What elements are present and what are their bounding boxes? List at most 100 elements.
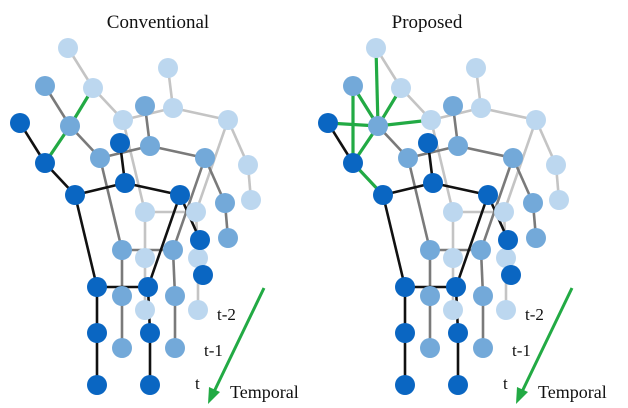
joint-shoulder-t-minus-1: [90, 148, 110, 168]
bone-edge-t-minus-2: [121, 119, 147, 213]
joint-head-t-minus-1: [443, 96, 463, 116]
joint-elbow-t: [343, 153, 363, 173]
joint-elbow-t-minus-1: [60, 116, 80, 136]
joint-rhand-t-minus-1: [218, 228, 238, 248]
temporal-arrow: [516, 287, 574, 404]
joint-lknee-t-minus-1: [112, 286, 132, 306]
time-label-2: t: [503, 374, 508, 393]
joint-rshoulder-t-minus-2: [218, 110, 238, 130]
joint-hand-t-minus-2: [366, 38, 386, 58]
joint-shoulder-t: [65, 185, 85, 205]
panel-title-conventional: Conventional: [107, 12, 209, 33]
joint-hand-t: [318, 113, 338, 133]
panel-title-proposed: Proposed: [392, 12, 463, 33]
joint-lhip-t-minus-2: [135, 202, 155, 222]
temporal-arrow: [208, 287, 266, 404]
joint-head-t-minus-2: [466, 58, 486, 78]
temporal-arrow-head: [516, 387, 528, 404]
joint-rfoot-t-minus-2: [496, 300, 516, 320]
bone-edge-t-minus-1: [406, 157, 432, 251]
panel-conventional: t-2 t-1t Temporal: [10, 38, 299, 404]
joint-relbow-t-minus-1: [215, 193, 235, 213]
joint-rknee-t-minus-2: [188, 248, 208, 268]
joint-rhand-t: [193, 265, 213, 285]
bone-edge-t-minus-2: [429, 119, 455, 213]
panel-proposed: t-2 t-1t Temporal: [318, 38, 607, 404]
joint-rknee-t-minus-1: [165, 286, 185, 306]
joint-rshoulder-t: [478, 185, 498, 205]
joint-relbow-t-minus-2: [546, 155, 566, 175]
time-label-0: t-2: [525, 305, 544, 324]
joint-neck-t: [423, 173, 443, 193]
joint-rshoulder-t: [170, 185, 190, 205]
bone-edge-t-minus-1: [479, 157, 515, 251]
joint-lknee-t-minus-2: [135, 248, 155, 268]
time-label-1: t-1: [512, 341, 531, 360]
joint-rfoot-t-minus-1: [165, 338, 185, 358]
joint-rhip-t: [138, 277, 158, 297]
time-label-2: t: [195, 374, 200, 393]
joint-neck-t-minus-2: [471, 98, 491, 118]
joint-lknee-t-minus-2: [443, 248, 463, 268]
joint-rknee-t: [140, 323, 160, 343]
bone-edge-t: [146, 194, 182, 288]
joint-relbow-t-minus-2: [238, 155, 258, 175]
joint-rknee-t: [448, 323, 468, 343]
joint-rknee-t-minus-1: [473, 286, 493, 306]
edge-layer: [18, 47, 253, 385]
joint-head-t-minus-2: [158, 58, 178, 78]
joint-hand-t-minus-2: [58, 38, 78, 58]
joint-rshoulder-t-minus-2: [526, 110, 546, 130]
joint-rfoot-t: [140, 375, 160, 395]
joint-lknee-t: [87, 323, 107, 343]
joint-rhip-t-minus-2: [494, 202, 514, 222]
joint-shoulder-t-minus-2: [113, 110, 133, 130]
joint-relbow-t: [190, 230, 210, 250]
temporal-arrow-shaft: [517, 287, 574, 399]
joint-rhand-t-minus-2: [241, 190, 261, 210]
joint-elbow-t: [35, 153, 55, 173]
joint-lfoot-t: [395, 375, 415, 395]
joint-hand-t: [10, 113, 30, 133]
joint-lhip-t: [395, 277, 415, 297]
joint-elbow-t-minus-2: [391, 78, 411, 98]
joint-layer: [10, 38, 261, 395]
joint-lfoot-t: [87, 375, 107, 395]
joint-lhip-t: [87, 277, 107, 297]
joint-rhip-t-minus-1: [163, 240, 183, 260]
temporal-label: Temporal: [230, 382, 299, 402]
bone-edge-t-minus-1: [98, 157, 124, 251]
joint-head-t: [418, 133, 438, 153]
joint-rknee-t-minus-2: [496, 248, 516, 268]
joint-lhip-t-minus-2: [443, 202, 463, 222]
temporal-label: Temporal: [538, 382, 607, 402]
joint-lhip-t-minus-1: [112, 240, 132, 260]
joint-elbow-t-minus-2: [83, 78, 103, 98]
joint-relbow-t-minus-1: [523, 193, 543, 213]
joint-neck-t-minus-1: [448, 136, 468, 156]
joint-rshoulder-t-minus-1: [503, 148, 523, 168]
joint-head-t-minus-1: [135, 96, 155, 116]
time-label-1: t-1: [204, 341, 223, 360]
joint-layer: [318, 38, 569, 395]
joint-elbow-t-minus-1: [368, 116, 388, 136]
joint-lhip-t-minus-1: [420, 240, 440, 260]
joint-neck-t-minus-2: [163, 98, 183, 118]
joint-lknee-t: [395, 323, 415, 343]
bone-edge-t-minus-1: [171, 157, 207, 251]
joint-hand-t-minus-1: [343, 76, 363, 96]
joint-lknee-t-minus-1: [420, 286, 440, 306]
joint-rfoot-t-minus-2: [188, 300, 208, 320]
joint-lfoot-t-minus-2: [135, 300, 155, 320]
joint-lfoot-t-minus-1: [112, 338, 132, 358]
joint-head-t: [110, 133, 130, 153]
joint-rshoulder-t-minus-1: [195, 148, 215, 168]
joint-shoulder-t-minus-1: [398, 148, 418, 168]
bone-edge-t-minus-2: [502, 119, 538, 213]
joint-hand-t-minus-1: [35, 76, 55, 96]
joint-lfoot-t-minus-2: [443, 300, 463, 320]
joint-rfoot-t: [448, 375, 468, 395]
joint-relbow-t: [498, 230, 518, 250]
temporal-arrow-head: [208, 387, 220, 404]
